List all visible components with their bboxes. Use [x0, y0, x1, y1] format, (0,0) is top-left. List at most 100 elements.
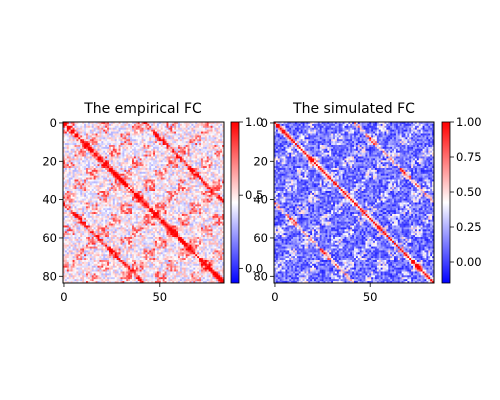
- heatmap-cell: [178, 158, 181, 161]
- heatmap-cell: [99, 141, 102, 144]
- heatmap-cell: [210, 189, 213, 192]
- heatmap-cell: [128, 233, 131, 236]
- heatmap-cell: [64, 202, 68, 205]
- heatmap-cell: [124, 223, 127, 226]
- heatmap-cell: [114, 169, 117, 173]
- heatmap-cell: [97, 233, 100, 236]
- heatmap-cell: [93, 160, 96, 163]
- heatmap-cell: [133, 150, 137, 153]
- heatmap-cell: [176, 145, 179, 148]
- heatmap-cell: [110, 221, 114, 224]
- heatmap-cell: [130, 162, 133, 165]
- heatmap-cell: [172, 206, 175, 209]
- heatmap-cell: [197, 162, 200, 165]
- heatmap-cell: [216, 217, 219, 220]
- heatmap-cell: [187, 154, 190, 157]
- heatmap-cell: [78, 215, 81, 219]
- heatmap-cell: [103, 123, 106, 127]
- heatmap-cell: [122, 150, 125, 153]
- heatmap-cell: [86, 171, 89, 174]
- heatmap-cell: [147, 202, 150, 205]
- heatmap-cell: [103, 202, 106, 205]
- heatmap-cell: [68, 212, 71, 215]
- heatmap-cell: [208, 146, 211, 150]
- heatmap-cell: [202, 129, 206, 132]
- heatmap-cell: [118, 210, 121, 213]
- heatmap-cell: [178, 150, 181, 153]
- heatmap-cell: [187, 223, 190, 226]
- heatmap-cell: [160, 185, 163, 188]
- heatmap-cell: [183, 152, 186, 155]
- heatmap-cell: [158, 212, 161, 215]
- heatmap-cell: [126, 225, 129, 228]
- heatmap-cell: [170, 158, 173, 161]
- heatmap-cell: [191, 202, 194, 205]
- heatmap-cell: [70, 127, 73, 130]
- heatmap-cell: [206, 181, 209, 184]
- heatmap-cell: [124, 181, 127, 184]
- heatmap-cell: [143, 214, 146, 217]
- heatmap-cell: [89, 135, 92, 138]
- heatmap-cell: [166, 148, 169, 151]
- heatmap-cell: [107, 202, 110, 205]
- heatmap-cell: [202, 123, 206, 127]
- heatmap-cell: [74, 133, 77, 136]
- heatmap-cell: [206, 173, 209, 176]
- heatmap-cell: [130, 200, 133, 203]
- heatmap-cell: [220, 198, 223, 201]
- heatmap-cell: [212, 187, 215, 190]
- heatmap-cell: [162, 221, 165, 224]
- heatmap-cell: [218, 210, 221, 213]
- heatmap-cell: [160, 135, 163, 138]
- heatmap-cell: [114, 146, 117, 150]
- heatmap-cell: [166, 127, 169, 130]
- heatmap-cell: [116, 152, 119, 155]
- heatmap-cell: [187, 173, 190, 176]
- heatmap-cell: [109, 225, 112, 228]
- heatmap-cell: [218, 217, 221, 220]
- heatmap-cell: [204, 212, 207, 215]
- heatmap-cell: [187, 122, 190, 125]
- heatmap-cell: [179, 219, 183, 222]
- heatmap-cell: [164, 169, 167, 173]
- heatmap-cell: [103, 164, 106, 167]
- heatmap-cell: [208, 191, 211, 194]
- heatmap-cell: [95, 227, 98, 230]
- heatmap-cell: [126, 212, 129, 215]
- heatmap-cell: [133, 202, 137, 205]
- heatmap-cell: [89, 198, 92, 201]
- heatmap-cell: [114, 202, 117, 205]
- heatmap-cell: [99, 229, 102, 232]
- heatmap-cell: [99, 131, 102, 134]
- heatmap-cell: [155, 179, 158, 182]
- heatmap-cell: [91, 141, 94, 144]
- heatmap-cell: [80, 158, 83, 161]
- heatmap-cell: [195, 196, 198, 199]
- heatmap-cell: [147, 212, 150, 215]
- heatmap-cell: [139, 192, 142, 196]
- heatmap-cell: [143, 202, 146, 205]
- heatmap-cell: [218, 173, 221, 176]
- heatmap-cell: [170, 168, 173, 171]
- heatmap-cell: [103, 235, 106, 238]
- heatmap-cell: [114, 160, 117, 163]
- heatmap-cell: [166, 196, 169, 199]
- heatmap-cell: [191, 166, 194, 169]
- heatmap-cell: [135, 231, 138, 234]
- heatmap-cell: [170, 139, 173, 142]
- heatmap-cell: [164, 219, 167, 222]
- heatmap-cell: [191, 123, 194, 127]
- heatmap-cell: [107, 168, 110, 171]
- heatmap-cell: [141, 202, 144, 205]
- heatmap-cell: [91, 137, 94, 140]
- heatmap-cell: [99, 185, 102, 188]
- heatmap-cell: [160, 160, 163, 163]
- heatmap-cell: [74, 214, 77, 217]
- heatmap-cell: [120, 185, 123, 188]
- heatmap-cell: [181, 150, 184, 153]
- heatmap-cell: [166, 215, 169, 219]
- heatmap-cell: [141, 183, 144, 186]
- heatmap-cell: [68, 148, 71, 151]
- heatmap-cell: [120, 208, 123, 211]
- heatmap-cell: [93, 141, 96, 144]
